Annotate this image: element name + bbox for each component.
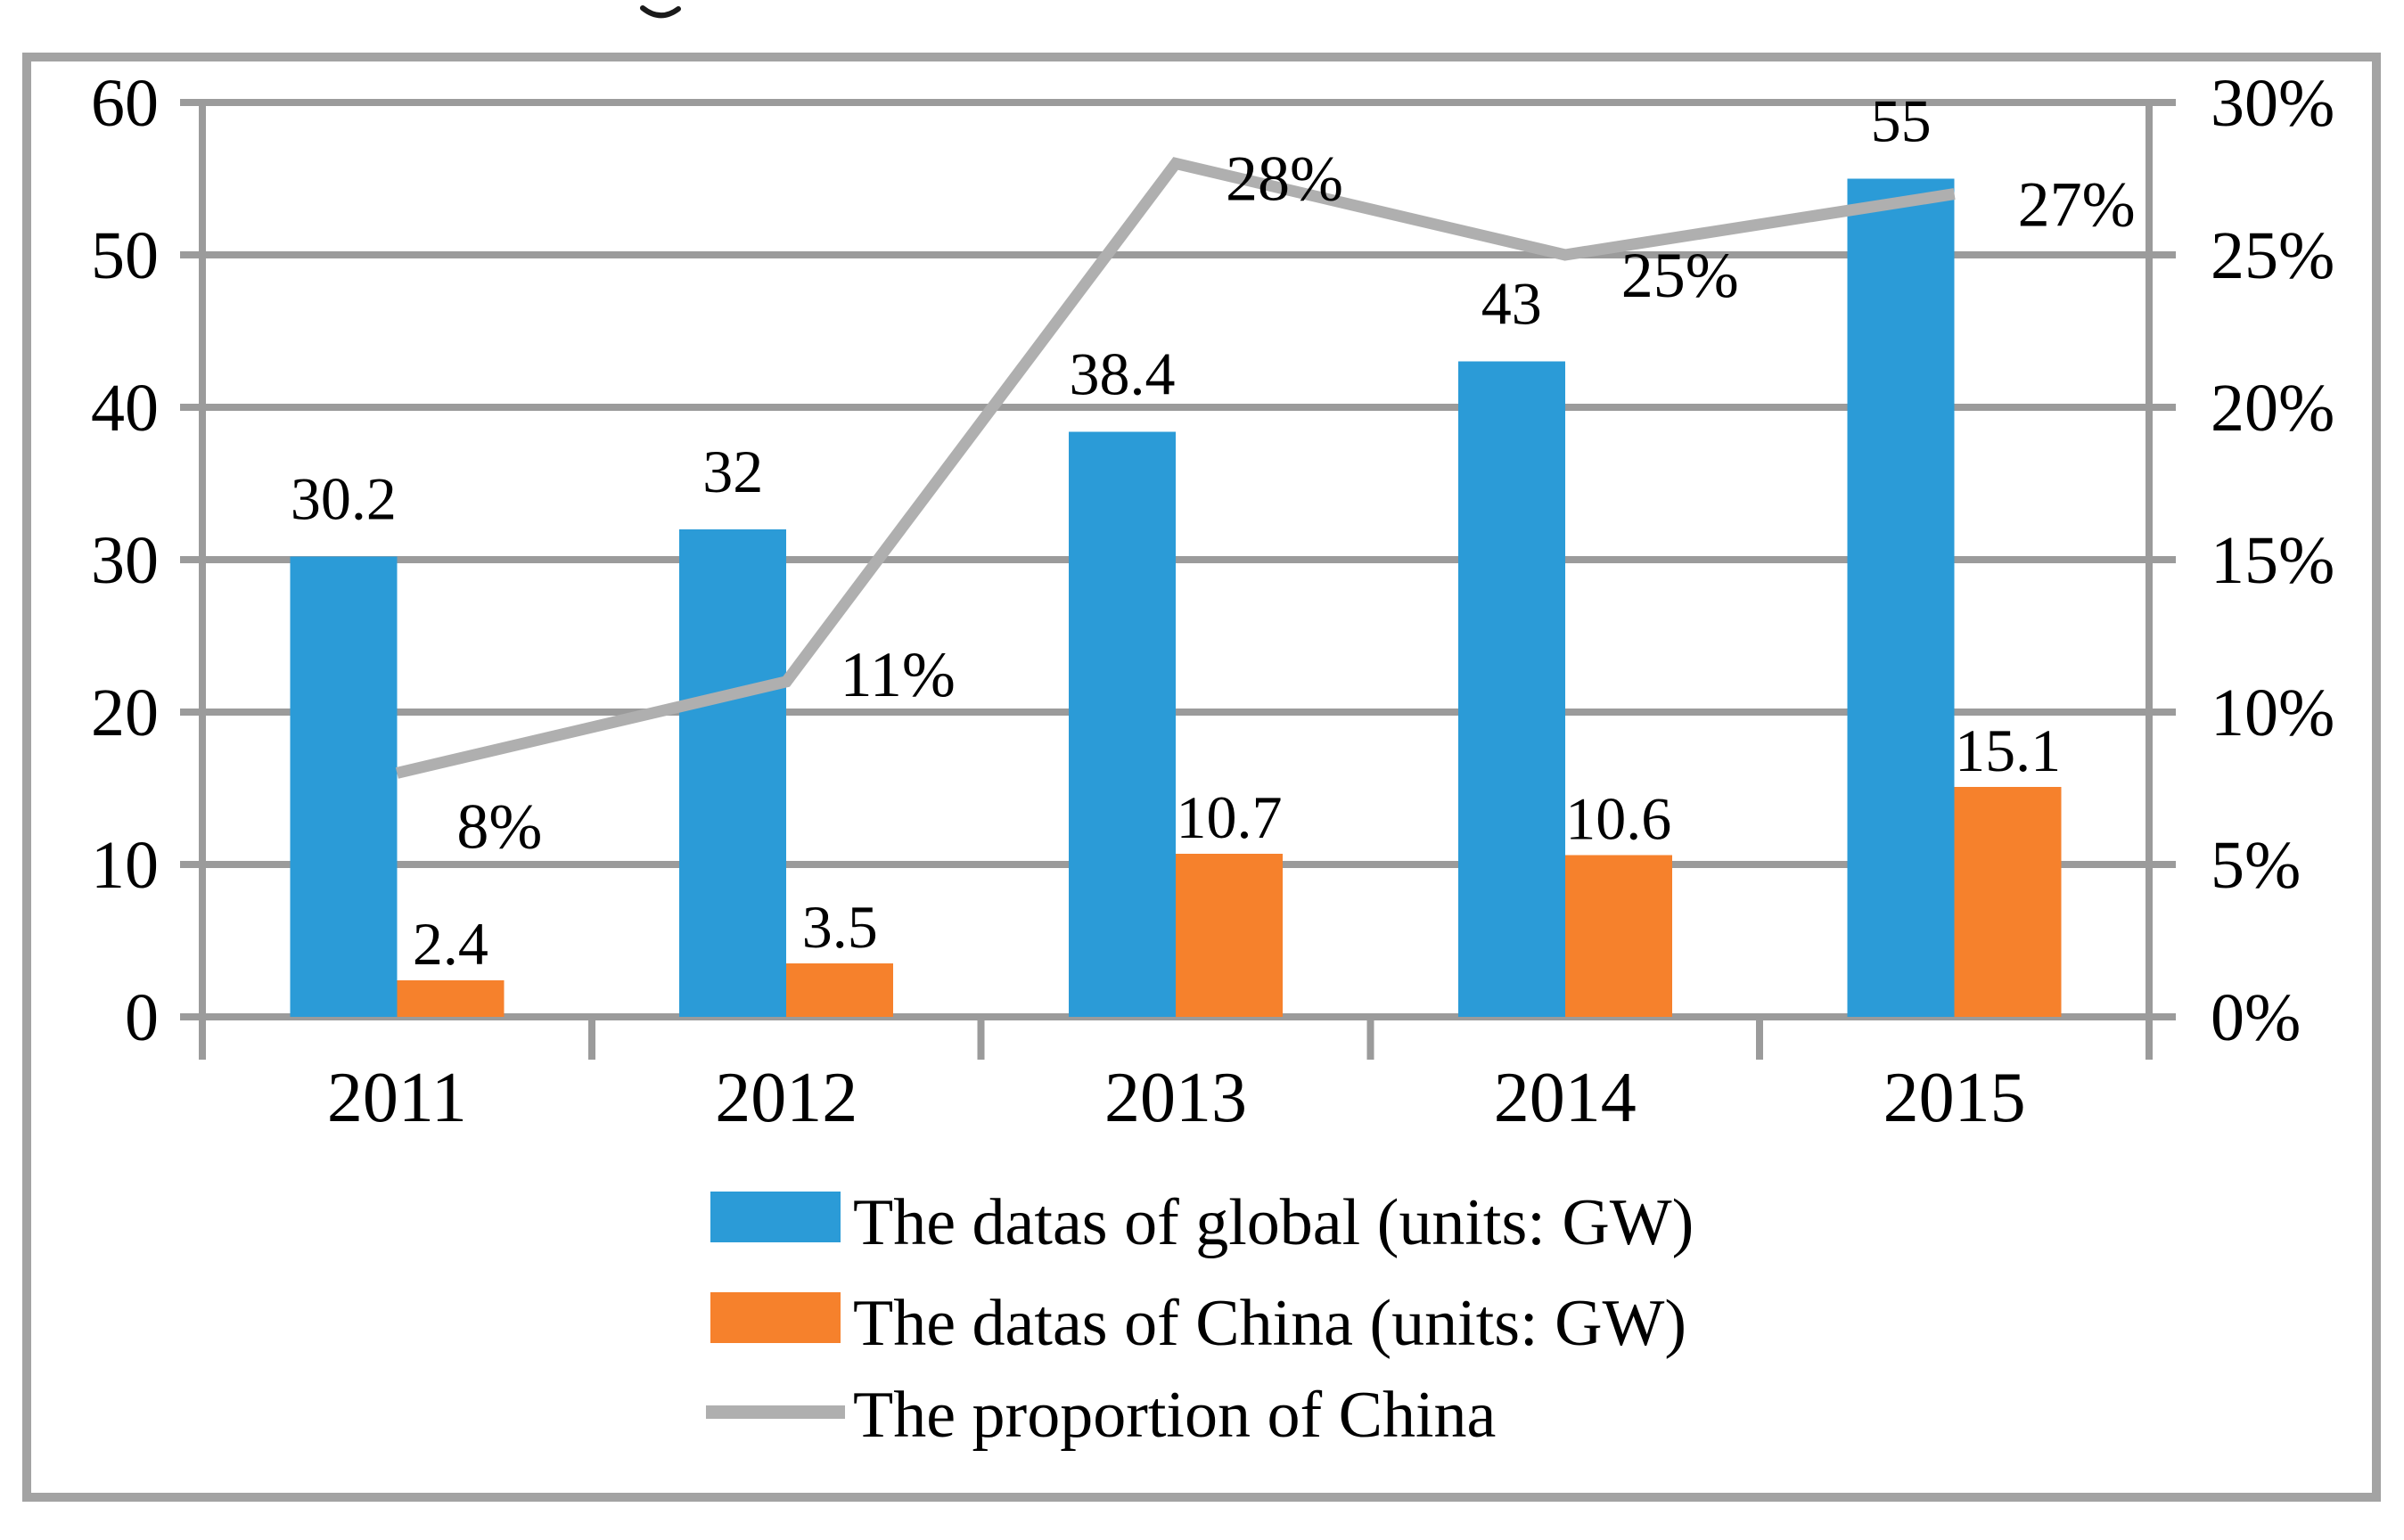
bar-label-china: 3.5 bbox=[802, 893, 878, 961]
bar-label-global: 38.4 bbox=[1070, 340, 1176, 407]
bar-label-china: 15.1 bbox=[1955, 717, 2061, 784]
line-label: 8% bbox=[456, 790, 542, 862]
legend-swatch-proportion-line bbox=[706, 1405, 845, 1419]
left-axis-tick-label: 20 bbox=[91, 676, 159, 750]
bar-global-2011 bbox=[290, 556, 398, 1017]
bar-label-china: 10.7 bbox=[1177, 783, 1283, 851]
bar-label-china: 2.4 bbox=[413, 910, 488, 978]
line-label: 27% bbox=[2018, 169, 2136, 241]
bar-china-2014 bbox=[1564, 855, 1672, 1017]
right-axis-tick-label: 30% bbox=[2211, 66, 2334, 141]
left-axis-tick-label: 10 bbox=[91, 828, 159, 903]
x-axis-label: 2014 bbox=[1494, 1059, 1637, 1137]
bar-label-china: 10.6 bbox=[1565, 785, 1671, 853]
legend-swatch-china bbox=[710, 1292, 841, 1343]
x-axis-label: 2012 bbox=[715, 1059, 857, 1137]
right-axis-tick-label: 25% bbox=[2211, 218, 2334, 293]
x-axis-label: 2013 bbox=[1104, 1059, 1247, 1137]
right-axis-tick-label: 15% bbox=[2211, 523, 2334, 598]
bar-label-global: 32 bbox=[702, 438, 763, 505]
bar-global-2014 bbox=[1457, 361, 1565, 1017]
line-label: 11% bbox=[841, 639, 956, 710]
bar-series bbox=[290, 178, 2062, 1017]
left-axis-tick-label: 30 bbox=[91, 523, 159, 598]
legend: The datas of global (units: GW) The data… bbox=[706, 1186, 1694, 1452]
bar-label-global: 43 bbox=[1481, 270, 1542, 338]
right-axis-tick-label: 20% bbox=[2211, 371, 2334, 446]
bar-global-2013 bbox=[1069, 431, 1176, 1017]
bar-label-global: 55 bbox=[1871, 87, 1932, 155]
left-axis-tick-label: 60 bbox=[91, 66, 159, 141]
line-label: 25% bbox=[1621, 240, 1739, 311]
left-axis-tick-label: 40 bbox=[91, 371, 159, 446]
legend-label-global: The datas of global (units: GW) bbox=[853, 1186, 1694, 1259]
bar-global-2012 bbox=[679, 528, 787, 1017]
bar-label-global: 30.2 bbox=[291, 465, 397, 533]
figure-border bbox=[22, 53, 2381, 1502]
legend-swatch-global bbox=[710, 1192, 841, 1242]
proportion-line bbox=[395, 157, 1956, 779]
x-axis-label: 2011 bbox=[327, 1059, 467, 1137]
left-axis-tick-label: 0 bbox=[125, 980, 159, 1055]
legend-label-china: The datas of China (units: GW) bbox=[853, 1287, 1686, 1360]
right-axis-tick-label: 0% bbox=[2211, 980, 2301, 1055]
left-axis-tick-label: 50 bbox=[91, 218, 159, 293]
bar-china-2011 bbox=[397, 979, 505, 1017]
line-label: 28% bbox=[1226, 143, 1343, 214]
bar-global-2015 bbox=[1847, 178, 1955, 1017]
bar-china-2013 bbox=[1176, 854, 1283, 1017]
line-series bbox=[395, 157, 1956, 779]
x-axis-label: 2015 bbox=[1883, 1059, 2026, 1137]
legend-label-proportion: The proportion of China bbox=[853, 1379, 1496, 1452]
right-axis-tick-label: 10% bbox=[2211, 676, 2334, 750]
bar-china-2015 bbox=[1954, 786, 2062, 1017]
bar-china-2012 bbox=[786, 963, 894, 1017]
data-labels: 60 30% 50 25% 40 20% 30 15% 20 10% 10 5% 0 0% 30.2 2.4 2… bbox=[91, 66, 2334, 1137]
right-axis-tick-label: 5% bbox=[2211, 828, 2301, 903]
cropped-text-fragment bbox=[640, 5, 681, 19]
